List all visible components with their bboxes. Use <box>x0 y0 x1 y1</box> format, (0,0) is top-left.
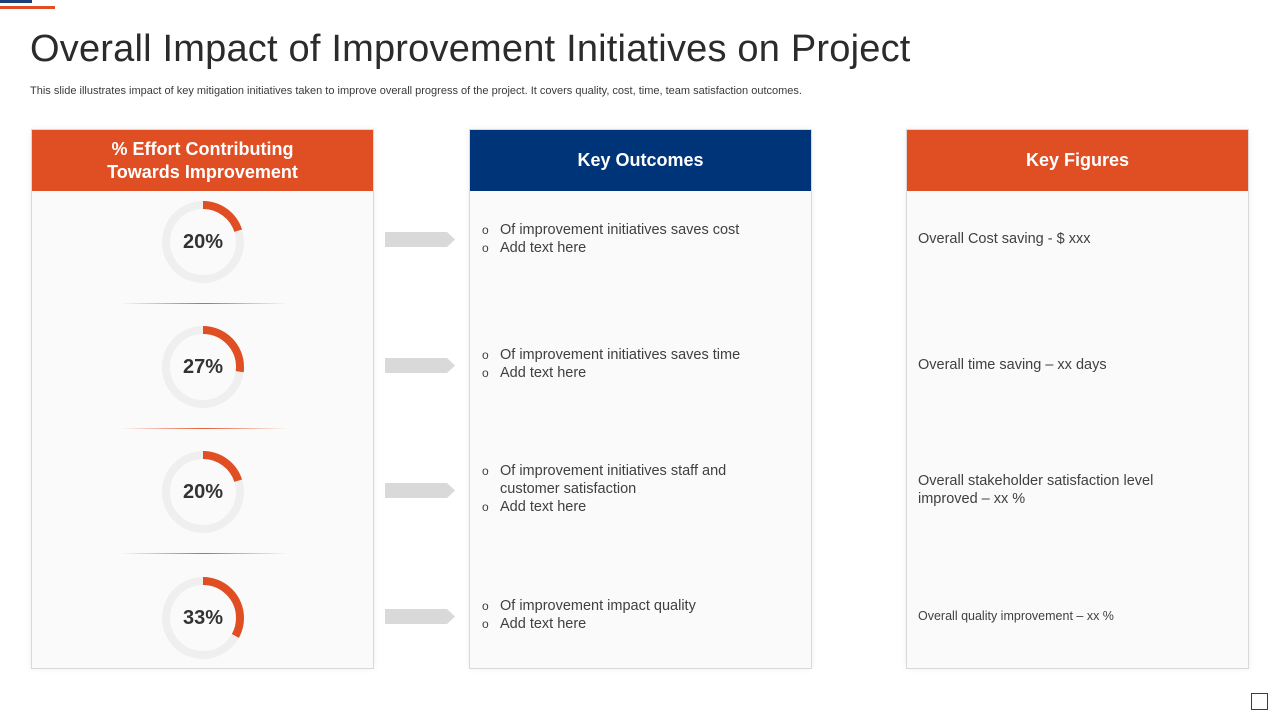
page-title: Overall Impact of Improvement Initiative… <box>30 28 911 70</box>
outcome-text: Of improvement impact quality <box>500 598 696 614</box>
bullet-marker: o <box>482 241 489 255</box>
effort-row-1: 20% <box>32 199 373 289</box>
effort-row-3: 20% <box>32 449 373 539</box>
page-subtitle: This slide illustrates impact of key mit… <box>30 85 802 97</box>
list-item: o Add text here <box>482 615 792 633</box>
list-item: o Of improvement initiatives staff and cu… <box>482 462 752 498</box>
donut-label-2: 27% <box>182 355 224 378</box>
list-item: o Add text here <box>482 364 792 382</box>
row-divider-2 <box>120 428 288 429</box>
corner-box-icon <box>1251 693 1268 710</box>
effort-header-line1: % Effort Contributing <box>111 138 294 159</box>
donut-label-3: 20% <box>182 480 224 503</box>
outcome-text: Add text here <box>500 365 587 381</box>
outcome-text: Of improvement initiatives staff and cus… <box>500 463 727 497</box>
bullet-marker: o <box>482 617 489 631</box>
outcome-list-1: o Of improvement initiatives saves cost o… <box>482 221 792 257</box>
donut-chart-2 <box>162 326 244 408</box>
arrow-right-icon <box>385 358 455 373</box>
bullet-marker: o <box>482 464 489 478</box>
outcome-text: Of improvement initiatives saves cost <box>500 222 740 238</box>
list-item: o Of improvement initiatives saves cost <box>482 221 792 239</box>
donut-arc-1 <box>162 201 244 283</box>
outcome-text: Of improvement initiatives saves time <box>500 347 741 363</box>
figure-cost-saving: Overall Cost saving - $ xxx <box>918 231 1091 247</box>
list-item: o Of improvement initiatives saves time <box>482 346 792 364</box>
figures-panel: Key Figures Overall Cost saving - $ xxx … <box>906 129 1249 669</box>
donut-label-4: 33% <box>182 606 224 629</box>
effort-row-4: 33% <box>32 575 373 665</box>
figures-panel-header: Key Figures <box>907 130 1248 191</box>
donut-chart-1 <box>162 201 244 283</box>
effort-panel-header: % Effort Contributing Towards Improvemen… <box>32 130 373 191</box>
donut-arc-3 <box>162 451 244 533</box>
arrow-right-icon <box>385 609 455 624</box>
list-item: o Add text here <box>482 498 752 516</box>
outcome-list-3: o Of improvement initiatives staff and cu… <box>482 462 752 516</box>
outcome-list-2: o Of improvement initiatives saves time o… <box>482 346 792 382</box>
donut-arc-2 <box>162 326 244 408</box>
effort-row-2: 27% <box>32 324 373 414</box>
figure-time-saving: Overall time saving – xx days <box>918 357 1107 373</box>
donut-chart-3 <box>162 451 244 533</box>
bullet-marker: o <box>482 366 489 380</box>
bullet-marker: o <box>482 599 489 613</box>
donut-label-1: 20% <box>182 230 224 253</box>
row-divider-3 <box>120 553 288 554</box>
corner-line-orange <box>0 6 55 9</box>
outcome-text: Add text here <box>500 616 587 632</box>
list-item: o Add text here <box>482 239 792 257</box>
outcome-text: Add text here <box>500 240 587 256</box>
outcome-text: Add text here <box>500 499 587 515</box>
donut-arc-4 <box>162 577 244 659</box>
row-divider-1 <box>120 303 288 304</box>
effort-panel: % Effort Contributing Towards Improvemen… <box>31 129 374 669</box>
corner-line-navy <box>0 0 32 3</box>
bullet-marker: o <box>482 500 489 514</box>
outcomes-panel-header: Key Outcomes <box>470 130 811 191</box>
arrow-right-icon <box>385 483 455 498</box>
figure-satisfaction: Overall stakeholder satisfaction level i… <box>918 473 1154 507</box>
effort-header-line2: Towards Improvement <box>107 161 298 182</box>
figure-quality: Overall quality improvement – xx % <box>918 609 1114 623</box>
list-item: o Of improvement impact quality <box>482 597 792 615</box>
outcome-list-4: o Of improvement impact quality o Add text… <box>482 597 792 633</box>
donut-chart-4 <box>162 577 244 659</box>
bullet-marker: o <box>482 348 489 362</box>
bullet-marker: o <box>482 223 489 237</box>
outcomes-panel: Key Outcomes o Of improvement initiatives… <box>469 129 812 669</box>
arrow-right-icon <box>385 232 455 247</box>
